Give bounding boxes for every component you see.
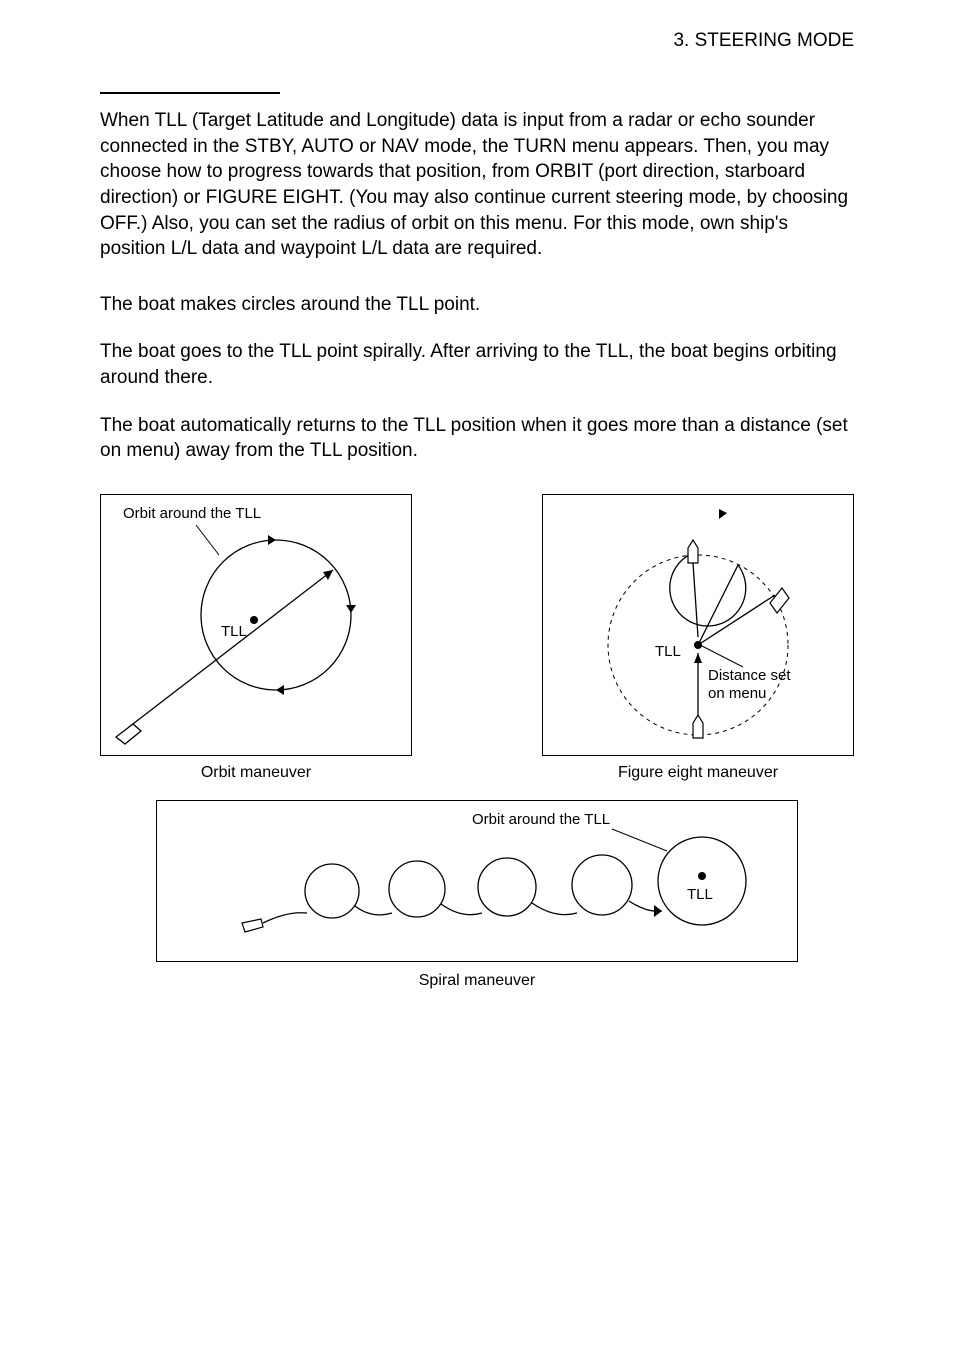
spiral-diagram: Orbit around the TLL TLL (156, 800, 798, 962)
return-paragraph: The boat automatically returns to the TL… (100, 413, 854, 464)
intro-paragraph: When TLL (Target Latitude and Longitude)… (100, 108, 854, 262)
orbit-caption: Orbit maneuver (100, 764, 412, 782)
orbit-diagram: Orbit around the TLL TLL (100, 494, 412, 756)
orbit-svg (101, 495, 409, 753)
figure-eight-caption: Figure eight maneuver (542, 764, 854, 782)
spiral-paragraph: The boat goes to the TLL point spirally.… (100, 339, 854, 390)
figure-eight-block: TLL Distance set on menu (542, 494, 854, 782)
figure-eight-diagram: TLL Distance set on menu (542, 494, 854, 756)
tll-label: TLL (221, 623, 247, 640)
diagram-row-1: Orbit around the TLL TLL (100, 494, 854, 782)
spiral-block: Orbit around the TLL TLL (100, 800, 854, 990)
distance-set-label: Distance set (708, 667, 791, 684)
orbit-around-label: Orbit around the TLL (123, 505, 261, 522)
orbit-paragraph: The boat makes circles around the TLL po… (100, 292, 854, 318)
spiral-caption: Spiral maneuver (100, 972, 854, 990)
tll-label-3: TLL (687, 886, 713, 903)
orbit-around-label-2: Orbit around the TLL (472, 811, 610, 828)
horizontal-rule (100, 92, 280, 94)
on-menu-label: on menu (708, 685, 766, 702)
figure-eight-svg (543, 495, 851, 753)
chapter-label: 3. STEERING MODE (100, 30, 854, 52)
orbit-maneuver-block: Orbit around the TLL TLL (100, 494, 412, 782)
tll-label-2: TLL (655, 643, 681, 660)
